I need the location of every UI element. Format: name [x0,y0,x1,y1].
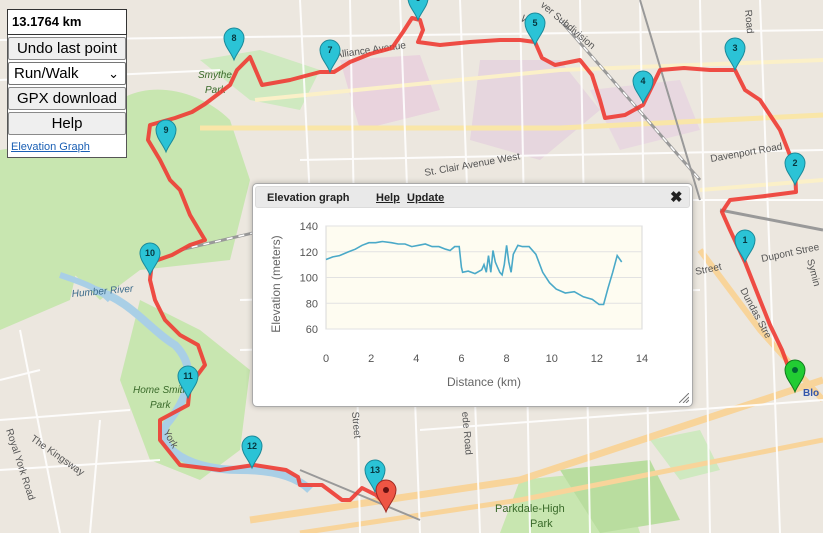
resize-handle-icon[interactable] [679,393,689,403]
route-marker-label: 13 [370,465,380,475]
chevron-down-icon: ⌄ [108,66,119,81]
undo-last-point-button[interactable]: Undo last point [8,37,126,60]
chart-xtick-label: 0 [323,353,329,365]
chart-ytick-label: 60 [306,324,318,336]
map-label-road: Road [742,9,755,34]
start-marker-icon[interactable] [784,359,806,394]
route-marker-1[interactable]: 1 [734,229,756,264]
route-marker-label: 10 [145,248,155,258]
chart-ylabel: Elevation (meters) [269,235,283,332]
chart-ytick-label: 120 [300,247,318,259]
route-marker-label: 1 [742,235,747,245]
activity-mode-select[interactable]: Run/Walk ⌄ [8,62,126,85]
map-label-street: Street [694,262,723,278]
chart-xlabel: Distance (km) [447,375,521,389]
end-marker-icon[interactable] [375,479,397,514]
route-marker-9[interactable]: 9 [155,119,177,154]
route-marker-5[interactable]: 5 [524,12,546,47]
help-button[interactable]: Help [8,112,126,135]
route-marker-label: 2 [792,158,797,168]
chart-xtick-label: 4 [413,353,419,365]
route-marker-6[interactable]: 6 [407,0,429,22]
chart-grid [325,225,643,330]
chart-ytick-label: 140 [300,221,318,233]
close-icon[interactable]: ✖ [670,189,683,206]
chart-ytick-label: 80 [306,298,318,310]
elevation-dialog: Elevation graph Help Update ✖ 60 80 100 120… [252,183,693,407]
map-label-park2: Park [150,400,172,411]
route-markers[interactable]: 12345678910111213 [139,0,806,514]
chart-xticks: 0 2 4 6 8 10 12 14 [323,353,648,365]
route-marker-3[interactable]: 3 [724,37,746,72]
route-marker-8[interactable]: 8 [223,27,245,62]
route-marker-label: 9 [163,125,168,135]
gpx-download-button[interactable]: GPX download [8,87,126,110]
chart-xtick-label: 14 [636,353,648,365]
route-marker-label: 3 [732,43,737,53]
route-marker-label: 6 [415,0,420,3]
map-label-street2: Street [349,411,362,439]
elevation-graph-link[interactable]: Elevation Graph [11,141,90,153]
map-label-blo: Blo [803,388,819,399]
map-label-parkdale: Parkdale-High [495,503,565,515]
chart-xtick-label: 2 [368,353,374,365]
map-label-eede: ede Road [459,411,474,455]
dialog-update-link[interactable]: Update [407,192,445,204]
route-marker-label: 4 [640,76,645,86]
route-marker-13[interactable]: 13 [364,459,386,494]
chart-ytick-label: 100 [300,273,318,285]
route-marker-label: 8 [231,33,236,43]
map-label-homesmith: Home Smith [133,385,188,396]
activity-mode-value: Run/Walk [14,65,79,82]
route-marker-label: 12 [247,441,257,451]
dialog-title: Elevation graph [267,192,350,204]
elevation-series-line [325,240,623,306]
route-line [146,16,798,507]
map-label-park1: Park [205,85,227,96]
dialog-help-link[interactable]: Help [376,192,400,204]
chart-xtick-label: 10 [546,353,558,365]
map-label-smythe: Smythe [198,70,232,81]
dialog-titlebar[interactable]: Elevation graph Help Update ✖ [255,186,690,208]
chart-yticks: 60 80 100 120 140 [300,221,318,336]
route-marker-12[interactable]: 12 [241,435,263,470]
chart-xtick-label: 6 [458,353,464,365]
route-marker-label: 11 [183,371,193,381]
map-label-humber: Humber River [71,284,134,300]
route-marker-2[interactable]: 2 [784,152,806,187]
chart-xtick-label: 8 [504,353,510,365]
route-marker-label: 5 [532,18,537,28]
route-marker-label: 7 [327,45,332,55]
route-marker-4[interactable]: 4 [632,70,654,105]
route-marker-11[interactable]: 11 [177,365,199,400]
chart-xtick-label: 12 [591,353,603,365]
route-marker-7[interactable]: 7 [319,39,341,74]
route-marker-10[interactable]: 10 [139,242,161,277]
map-label-park3: Park [530,518,553,530]
distance-display: 13.1764 km [7,9,127,35]
